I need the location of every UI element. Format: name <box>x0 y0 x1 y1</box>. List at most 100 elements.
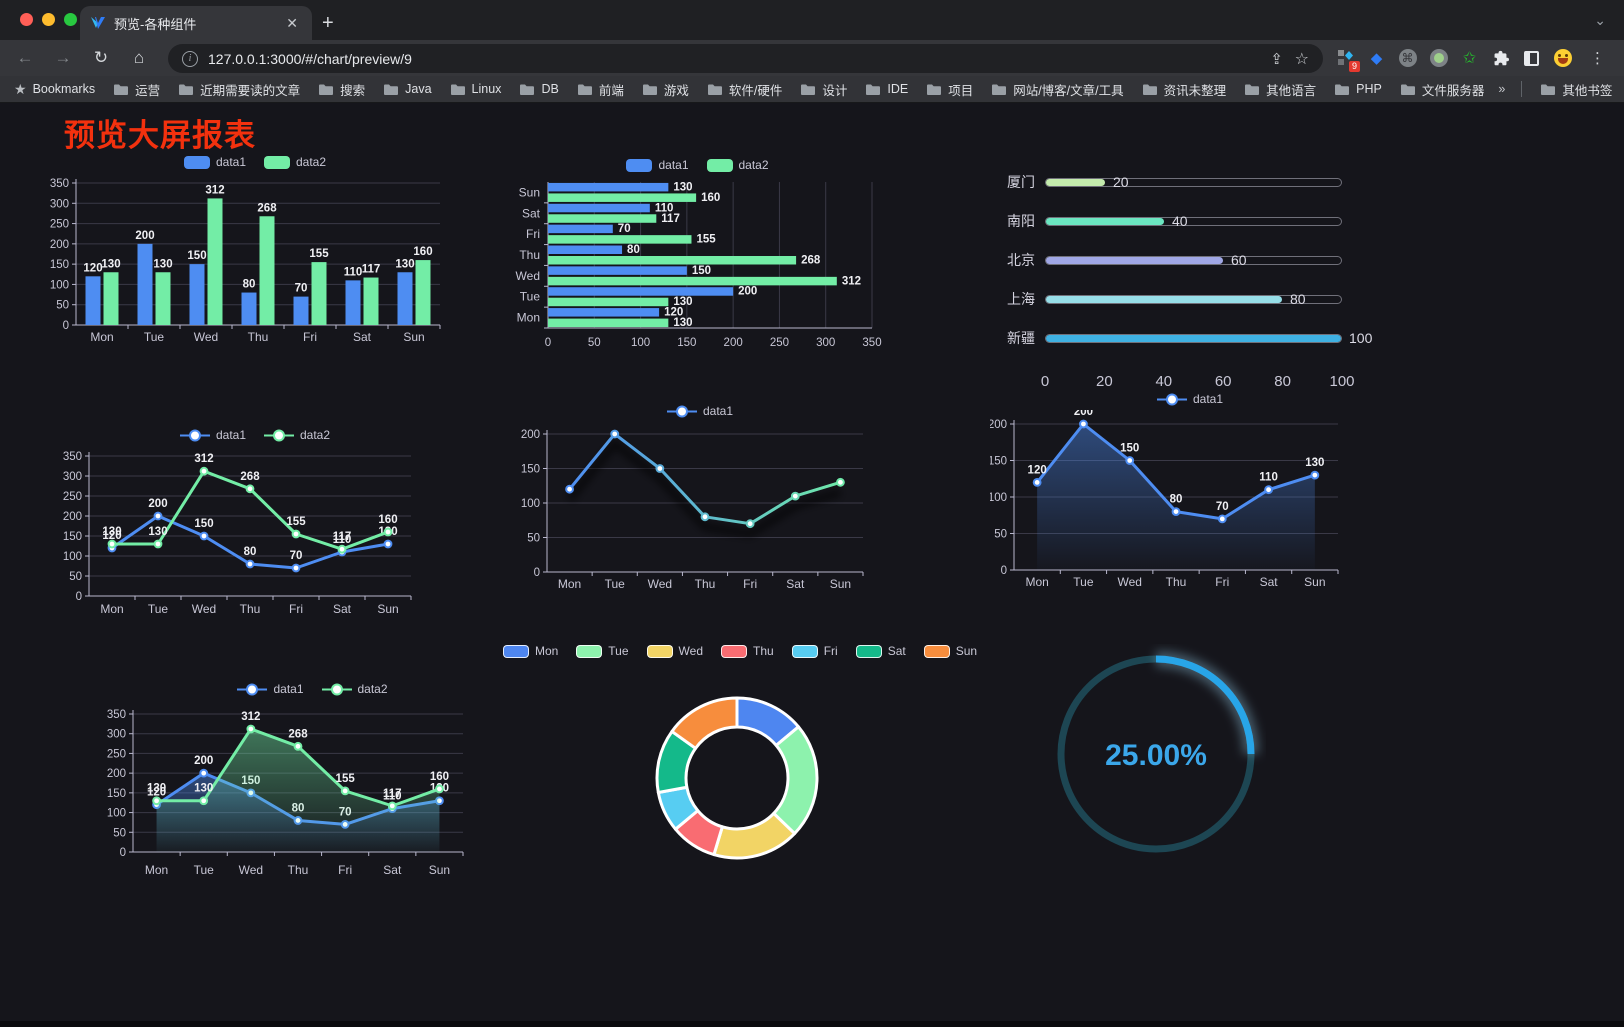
bookmarks-overflow-chevron[interactable]: » <box>1498 82 1506 96</box>
legend-swatch <box>626 158 653 172</box>
browser-menu-icon[interactable]: ⋮ <box>1590 50 1605 67</box>
bookmark-item[interactable]: Linux <box>450 80 501 99</box>
bookmark-star-icon[interactable]: ☆ <box>1294 50 1309 68</box>
legend-item[interactable]: data1 <box>237 682 304 696</box>
legend-label: data1 <box>215 428 246 442</box>
close-window-button[interactable] <box>20 13 33 26</box>
star-extension-icon[interactable]: ✩ <box>1462 50 1477 67</box>
url-text[interactable]: 127.0.0.1:3000/#/chart/preview/9 <box>208 50 412 67</box>
legend-item[interactable]: data1 <box>1156 392 1223 406</box>
bookmark-item[interactable]: DB <box>519 80 559 99</box>
svg-text:0: 0 <box>76 591 82 603</box>
legend-item[interactable]: Sat <box>855 644 906 658</box>
bookmark-item[interactable]: 前端 <box>577 80 624 99</box>
chart-canvas[interactable]: 25.00% <box>1046 644 1266 864</box>
legend-item[interactable]: data1 <box>183 155 246 169</box>
tab-close-icon[interactable]: ✕ <box>286 14 298 31</box>
legend-item[interactable]: Tue <box>576 644 629 658</box>
bookmark-item[interactable]: 设计 <box>800 80 847 99</box>
bookmark-item[interactable]: 文件服务器 <box>1400 80 1484 99</box>
site-info-icon[interactable]: i <box>182 50 198 67</box>
chart-canvas[interactable]: 0 50 100 150 200 250 300 350 Mon Tue Wed Thu Fri Sat S… <box>45 446 465 634</box>
bookmark-label: 软件/硬件 <box>728 83 783 98</box>
legend-item[interactable]: data1 <box>666 404 733 418</box>
bookmark-item[interactable]: IDE <box>865 80 908 99</box>
share-icon[interactable]: ⇪ <box>1270 50 1283 68</box>
svg-text:150: 150 <box>677 337 696 349</box>
new-tab-button[interactable]: + <box>322 12 334 34</box>
reload-button[interactable]: ↻ <box>93 48 109 67</box>
legend-item[interactable]: Thu <box>721 644 774 658</box>
chart-canvas[interactable] <box>545 662 935 890</box>
legend-item[interactable]: data2 <box>321 682 388 696</box>
chart-gauge[interactable]: 25.00% <box>1046 644 1266 864</box>
bookmark-item[interactable]: 其他语言 <box>1244 80 1316 99</box>
legend-item[interactable]: Sun <box>923 644 977 658</box>
progress-row[interactable]: 北京 60 <box>995 247 1390 273</box>
svg-text:268: 268 <box>801 255 821 267</box>
chart-canvas[interactable]: 0 50 100 150 200 Mon Tue Wed Thu Fri Sat Sun 120 200 1… <box>988 406 1390 593</box>
bookmark-item[interactable]: 项目 <box>926 80 973 99</box>
legend-item[interactable]: data2 <box>264 428 330 442</box>
command-extension-icon[interactable]: ⌘ <box>1398 49 1417 68</box>
bookmark-label: 网站/博客/文章/工具 <box>1013 83 1124 98</box>
chevron-down-icon[interactable]: ⌄ <box>1594 12 1606 28</box>
bookmark-item[interactable]: 运营 <box>113 80 160 99</box>
chart-donut[interactable]: Mon Tue Wed Thu Fri Sat Sun <box>502 640 977 892</box>
proxy-extension-icon[interactable]: 9 <box>1336 49 1360 72</box>
bookmark-item[interactable]: 搜索 <box>318 80 365 99</box>
other-bookmarks-folder[interactable]: 其他书签 <box>1540 80 1612 99</box>
home-button[interactable]: ⌂ <box>133 48 145 67</box>
progress-row[interactable]: 厦门 20 <box>995 169 1390 195</box>
bookmark-item[interactable]: 近期需要读的文章 <box>178 80 300 99</box>
progress-row[interactable]: 上海 80 <box>995 286 1390 312</box>
legend-item[interactable]: data2 <box>706 158 769 172</box>
chart-canvas[interactable]: 0 50 100 150 200 250 300 350 Mon Tue Wed Thu Fri Sat S… <box>105 700 520 888</box>
forward-button[interactable]: → <box>54 48 72 67</box>
legend-item[interactable]: data1 <box>179 428 246 442</box>
legend-label: Thu <box>753 644 774 658</box>
chart-line-two-series[interactable]: data1 data2 0 50 100 150 200 250 300 350 Mon Tue Wed… <box>45 424 465 638</box>
chart-progress-bars[interactable]: 厦门 20 南阳 40 北京 60 上海 80 新疆 100 0 20 40 60 80 100 <box>995 156 1390 390</box>
chart-line-gradient[interactable]: data1 0 50 100 150 200 Mon Tue Wed Thu Fri Sat Sun <box>505 400 895 612</box>
chart-horizontal-bar[interactable]: data1 data2 0 50 100 150 200 250 300 350 Sun 130 160… <box>500 154 895 368</box>
chart-grouped-bar[interactable]: data1 data2 0 50 100 150 200 250 300 350 Mon Tue Wed… <box>40 151 470 366</box>
bookmarks-label[interactable]: Bookmarks <box>32 82 96 96</box>
puzzle-extension-icon[interactable] <box>1491 49 1510 68</box>
svg-text:Sat: Sat <box>333 602 352 616</box>
legend-item[interactable]: data2 <box>264 155 326 169</box>
legend-label: data2 <box>296 155 327 169</box>
gem-extension-icon[interactable]: ◆ <box>1370 50 1383 67</box>
progress-value: 100 <box>1349 330 1373 346</box>
address-bar[interactable]: i 127.0.0.1:3000/#/chart/preview/9 ⇪ ☆ <box>168 44 1323 73</box>
legend-item[interactable]: data1 <box>626 158 689 172</box>
chart-area-one-series[interactable]: data1 0 50 100 150 200 Mon Tue Wed Thu Fri Sat Sun 12… <box>988 388 1390 595</box>
bookmark-item[interactable]: PHP <box>1334 80 1382 99</box>
progress-row[interactable]: 新疆 100 <box>995 325 1390 351</box>
bookmark-item[interactable]: 资讯未整理 <box>1142 80 1226 99</box>
bookmark-item[interactable]: 软件/硬件 <box>707 80 782 99</box>
progress-row[interactable]: 南阳 40 <box>995 208 1390 234</box>
zoom-window-button[interactable] <box>64 13 77 26</box>
legend-item[interactable]: Wed <box>646 644 703 658</box>
browser-tab[interactable]: 预览-各种组件 ✕ <box>80 6 312 40</box>
dot-extension-icon[interactable] <box>1429 49 1448 68</box>
emoji-extension-icon[interactable] <box>1553 49 1572 68</box>
minimize-window-button[interactable] <box>42 13 55 26</box>
back-button[interactable]: ← <box>16 48 34 67</box>
progress-value: 60 <box>1231 252 1247 268</box>
tab-favicon <box>91 17 105 29</box>
chart-area-two-series[interactable]: data1 data2 0 50 100 150 200 250 300 350 Mon Tue Wed… <box>105 678 520 892</box>
chart-legend: data1 data2 <box>105 678 520 700</box>
bookmark-item[interactable]: Java <box>383 80 432 99</box>
chart-canvas[interactable]: 0 50 100 150 200 Mon Tue Wed Thu Fri Sat Sun <box>505 422 895 610</box>
legend-item[interactable]: Fri <box>791 644 838 658</box>
svg-text:155: 155 <box>696 234 716 246</box>
chart-canvas[interactable]: 0 50 100 150 200 250 300 350 Mon Tue Wed Thu Fri Sat S… <box>40 173 470 363</box>
svg-text:130: 130 <box>673 296 692 308</box>
side-panel-extension-icon[interactable] <box>1522 49 1541 68</box>
bookmark-item[interactable]: 游戏 <box>642 80 689 99</box>
legend-item[interactable]: Mon <box>502 644 558 658</box>
bookmark-item[interactable]: 网站/博客/文章/工具 <box>991 80 1124 99</box>
